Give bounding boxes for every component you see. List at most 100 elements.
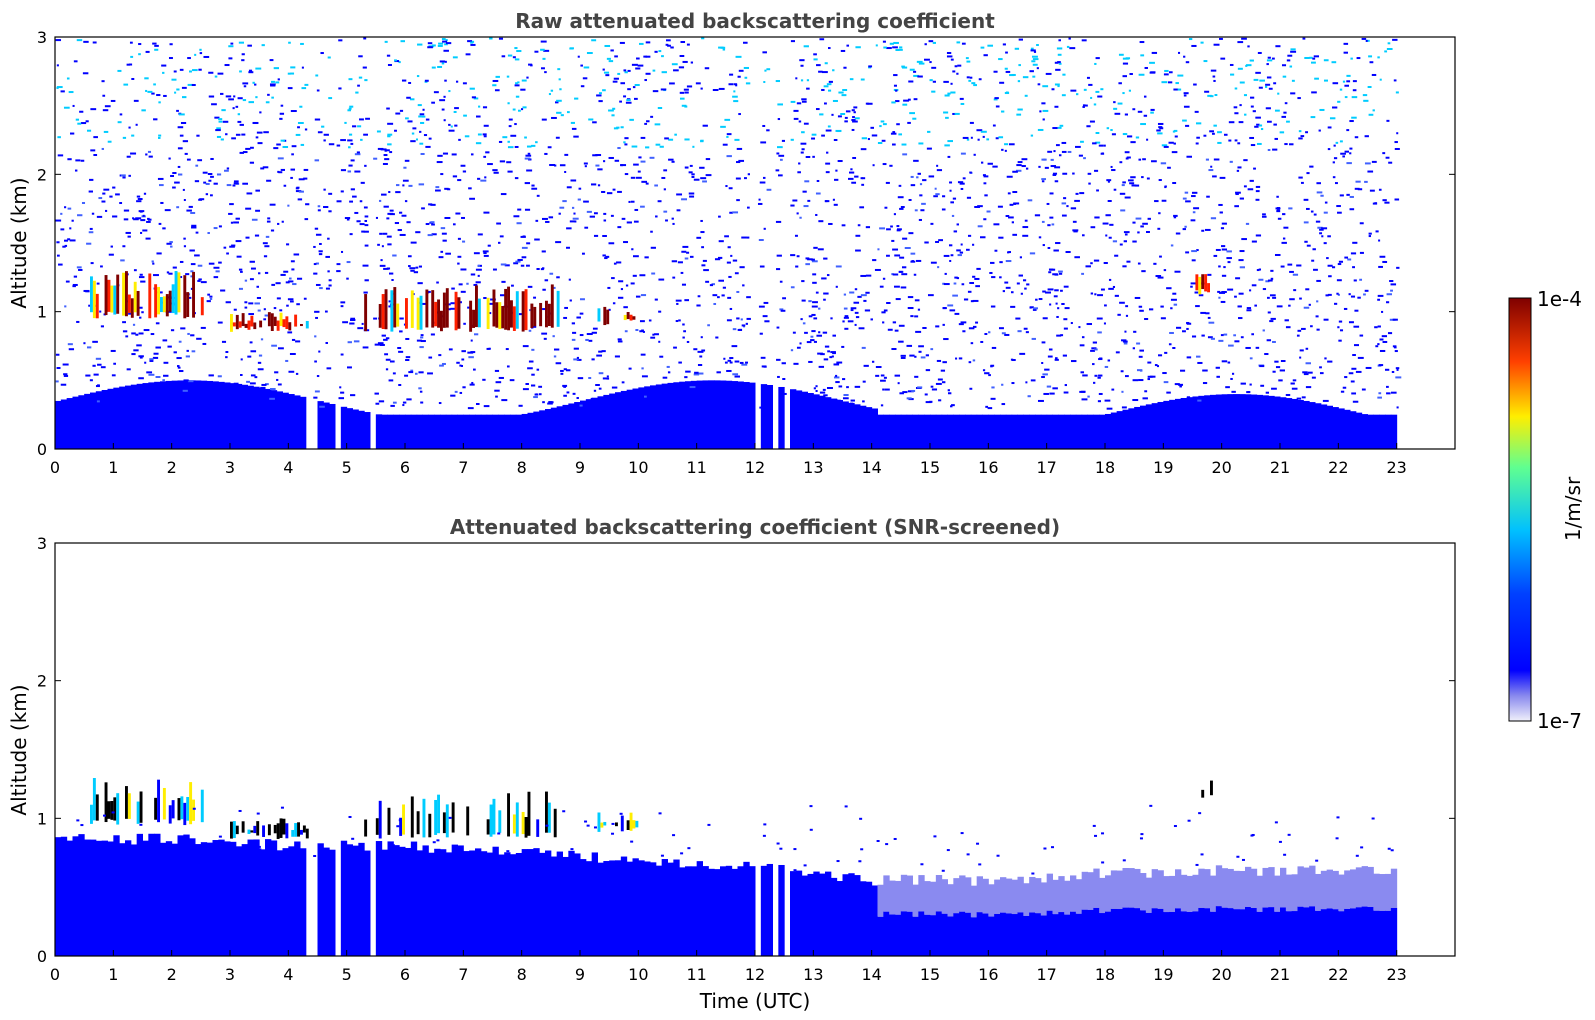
raw-noise-speck — [1379, 78, 1382, 81]
raw-noise-speck — [291, 404, 295, 407]
snr-boundary-cell — [1140, 910, 1147, 956]
raw-noise-speck — [108, 253, 114, 256]
raw-noise-speck — [1094, 169, 1099, 172]
raw-noise-speck — [1184, 191, 1189, 194]
raw-noise-speck — [1161, 199, 1167, 202]
raw-noise-speck — [315, 262, 319, 265]
raw-cloud-cell — [259, 320, 263, 328]
raw-noise-speck — [608, 156, 614, 159]
snr-cloud-cell — [110, 800, 114, 820]
raw-noise-speck — [155, 322, 160, 325]
raw-noise-speck — [128, 174, 131, 177]
raw-noise-speck — [1074, 199, 1080, 202]
raw-noise-speck — [1217, 141, 1222, 144]
snr-pale-cell — [918, 875, 925, 912]
raw-noise-speck — [1108, 278, 1112, 281]
raw-noise-speck — [407, 120, 413, 123]
raw-noise-speck — [1276, 195, 1279, 198]
raw-noise-speck — [889, 42, 894, 45]
raw-noise-speck — [620, 164, 627, 167]
raw-noise-speck — [832, 99, 838, 102]
raw-noise-speck — [442, 40, 448, 43]
raw-noise-speck — [536, 268, 540, 271]
raw-noise-speck — [803, 45, 809, 48]
raw-noise-speck — [385, 358, 391, 361]
raw-noise-speck — [295, 340, 301, 343]
raw-boundary-cell — [475, 414, 482, 449]
raw-noise-speck — [724, 235, 729, 238]
raw-noise-speck — [1043, 392, 1049, 395]
raw-noise-speck — [389, 360, 395, 363]
raw-noise-speck — [961, 283, 965, 286]
raw-noise-speck — [701, 37, 705, 40]
raw-noise-speck — [128, 63, 133, 66]
raw-noise-speck — [585, 338, 589, 341]
raw-noise-speck — [849, 171, 855, 174]
raw-noise-speck — [1203, 60, 1208, 63]
raw-noise-speck — [245, 207, 252, 210]
raw-noise-speck — [796, 346, 801, 349]
raw-cloud-cell — [547, 303, 551, 326]
raw-noise-speck — [388, 379, 394, 382]
raw-noise-speck — [855, 46, 861, 49]
raw-noise-speck — [821, 134, 825, 137]
raw-noise-speck — [898, 133, 903, 136]
snr-pale-cell — [1262, 867, 1269, 908]
raw-noise-speck — [1377, 56, 1380, 59]
raw-noise-speck — [217, 375, 222, 378]
raw-noise-speck — [1082, 105, 1085, 108]
raw-noise-speck — [384, 353, 389, 356]
raw-noise-speck — [902, 103, 908, 106]
raw-noise-speck — [617, 340, 623, 343]
raw-noise-speck — [1377, 325, 1381, 328]
raw-noise-speck — [811, 133, 817, 136]
snr-speck — [671, 862, 675, 865]
raw-cloud-cell — [539, 302, 543, 327]
raw-noise-speck — [1270, 317, 1276, 320]
raw-noise-speck — [142, 214, 145, 217]
raw-noise-speck — [1302, 37, 1306, 40]
snr-speck — [660, 854, 664, 857]
raw-noise-speck — [98, 197, 103, 200]
raw-noise-speck — [746, 296, 751, 299]
raw-cloud-cell — [165, 294, 169, 317]
raw-noise-speck — [56, 86, 63, 89]
raw-noise-speck — [437, 154, 443, 157]
raw-noise-speck — [987, 44, 994, 47]
raw-boundary-cell — [556, 406, 563, 449]
snr-cloud-cell — [116, 793, 120, 825]
raw-noise-speck — [1097, 376, 1101, 379]
snr-boundary-cell — [1105, 911, 1112, 956]
raw-noise-speck — [865, 226, 871, 229]
raw-boundary-cell — [994, 414, 1001, 449]
raw-noise-speck — [1289, 65, 1293, 68]
raw-boundary-cell — [510, 414, 517, 449]
raw-noise-speck — [1367, 86, 1372, 89]
raw-noise-speck — [861, 183, 865, 186]
raw-noise-speck — [409, 98, 415, 101]
raw-noise-speck — [440, 227, 446, 230]
raw-noise-speck — [577, 198, 581, 201]
raw-noise-speck — [552, 335, 555, 338]
snr-boundary-cell — [562, 856, 569, 956]
raw-noise-speck — [659, 355, 664, 358]
snr-boundary-cell — [125, 840, 132, 956]
snr-cloud-cell — [527, 791, 531, 836]
raw-noise-speck — [909, 354, 915, 357]
raw-boundary-cell — [230, 383, 237, 449]
raw-noise-speck — [808, 300, 812, 303]
raw-noise-speck — [1052, 127, 1058, 130]
raw-noise-speck — [1272, 296, 1277, 299]
raw-noise-speck — [427, 234, 433, 237]
raw-noise-speck — [65, 280, 70, 283]
raw-noise-speck — [571, 127, 577, 130]
raw-noise-speck — [911, 389, 916, 392]
snr-pale-cell — [1186, 875, 1193, 912]
snr-speck — [584, 820, 588, 823]
raw-noise-speck — [780, 392, 787, 395]
raw-noise-speck — [1234, 87, 1238, 90]
raw-noise-speck — [1239, 250, 1245, 253]
raw-noise-speck — [1308, 303, 1311, 306]
snr-boundary-cell — [189, 838, 196, 956]
raw-noise-speck — [507, 170, 513, 173]
